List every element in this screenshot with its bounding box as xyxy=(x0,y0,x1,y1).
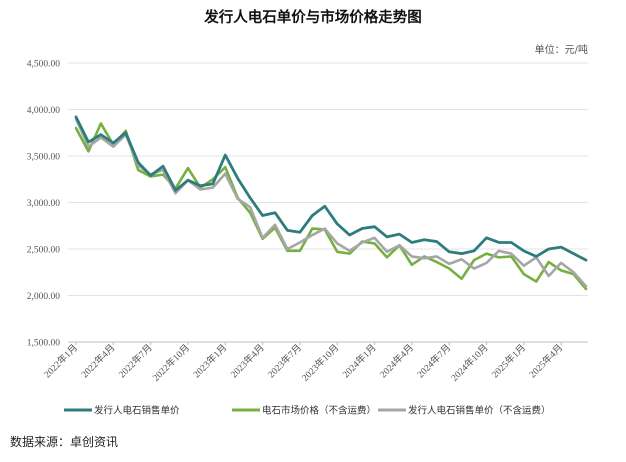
x-tick-label: 2024年10月 xyxy=(449,342,491,384)
legend: 发行人电石销售单价 电石市场价格（不含运费） 发行人电石销售单价（不含运费） xyxy=(64,405,551,417)
series-line-1 xyxy=(74,115,588,262)
y-tick-label: 2,000.00 xyxy=(27,292,61,302)
series-line-3 xyxy=(74,117,588,288)
grid xyxy=(68,62,588,343)
x-tick-label: 2022年4月 xyxy=(79,342,118,381)
y-tick-label: 3,000.00 xyxy=(27,199,61,209)
unit-label: 单位：元/吨 xyxy=(535,43,588,56)
x-tick-label: 2024年7月 xyxy=(415,342,454,381)
legend-label: 发行人电石销售单价 xyxy=(94,405,180,417)
x-tick-label: 2022年10月 xyxy=(150,342,192,384)
x-tick-label: 2025年1月 xyxy=(489,342,528,381)
x-tick-label: 2024年1月 xyxy=(340,342,379,381)
y-tick-label: 3,500.00 xyxy=(27,153,61,163)
x-tick-label: 2023年4月 xyxy=(228,342,267,381)
y-tick-label: 1,500.00 xyxy=(27,339,61,349)
x-tick-label: 2023年7月 xyxy=(265,342,304,381)
chart-title: 发行人电石单价与市场价格走势图 xyxy=(203,8,422,26)
series-lines xyxy=(74,115,588,291)
y-tick-label: 4,500.00 xyxy=(27,60,61,70)
y-tick-label: 2,500.00 xyxy=(27,246,61,256)
x-tick-label: 2023年1月 xyxy=(191,342,230,381)
x-tick-label: 2023年10月 xyxy=(299,342,341,384)
y-axis: 1,500.00 2,000.00 2,500.00 3,000.00 3,500.00… xyxy=(27,60,61,349)
x-tick-label: 2024年4月 xyxy=(377,342,416,381)
y-tick-label: 4,000.00 xyxy=(27,106,61,116)
x-tick-label: 2025年4月 xyxy=(527,342,566,381)
legend-label: 发行人电石销售单价（不含运费） xyxy=(408,405,551,417)
x-tick-label: 2022年7月 xyxy=(116,342,155,381)
series-line-2 xyxy=(74,122,588,291)
source-note: 数据来源：卓创资讯 xyxy=(10,434,118,449)
legend-label: 电石市场价格（不含运费） xyxy=(262,405,376,417)
